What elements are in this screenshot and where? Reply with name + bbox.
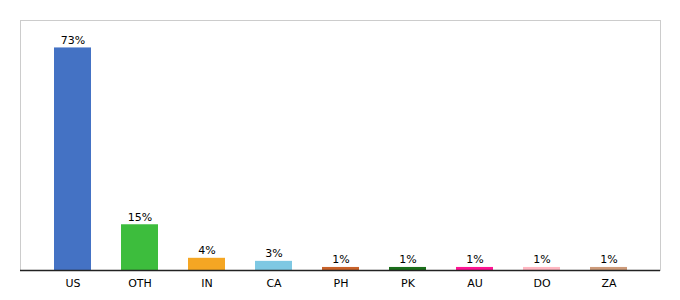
svg-text:15%: 15% (128, 211, 152, 224)
svg-text:1%: 1% (332, 253, 349, 266)
svg-text:1%: 1% (466, 253, 483, 266)
svg-text:US: US (65, 277, 80, 290)
svg-text:DO: DO (533, 277, 550, 290)
svg-text:73%: 73% (61, 34, 85, 47)
svg-text:1%: 1% (533, 253, 550, 266)
svg-text:AU: AU (467, 277, 483, 290)
svg-text:OTH: OTH (128, 277, 152, 290)
svg-text:3%: 3% (265, 247, 282, 260)
svg-text:IN: IN (201, 277, 212, 290)
svg-text:1%: 1% (600, 253, 617, 266)
svg-text:ZA: ZA (601, 277, 617, 290)
svg-text:PK: PK (401, 277, 416, 290)
svg-text:1%: 1% (399, 253, 416, 266)
svg-text:CA: CA (266, 277, 282, 290)
svg-text:4%: 4% (198, 244, 215, 257)
svg-text:PH: PH (334, 277, 349, 290)
